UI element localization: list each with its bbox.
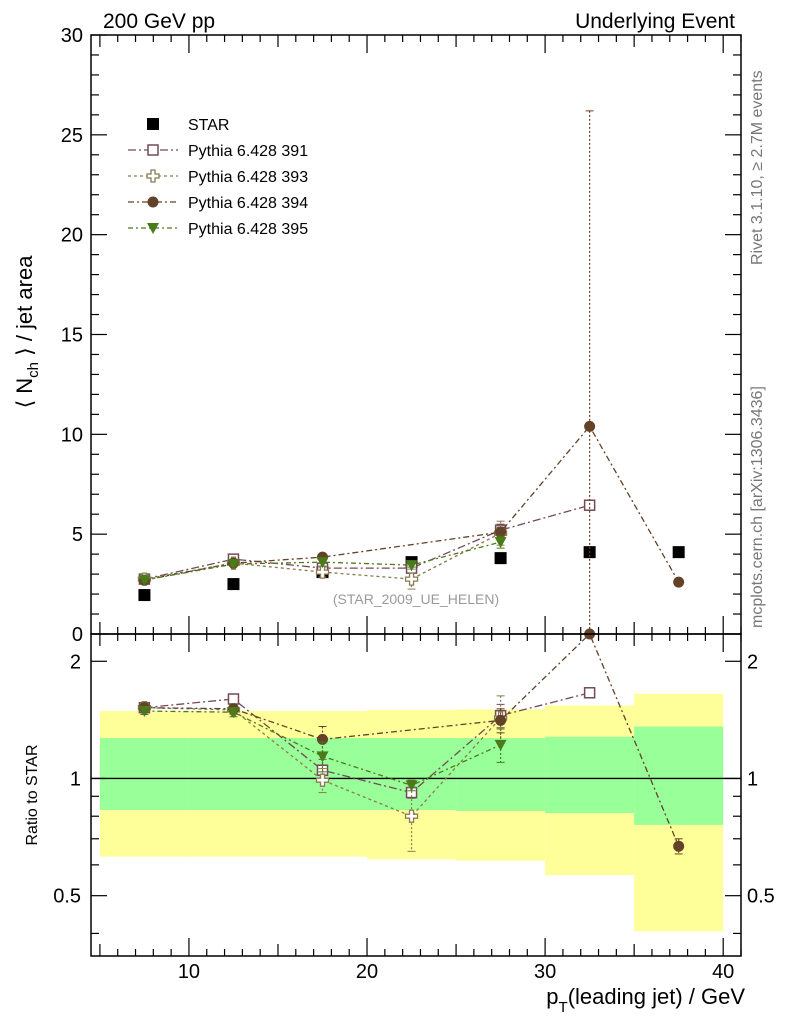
x-tick-label: 30 xyxy=(534,961,556,983)
ratio-ytick-label-left: 0.5 xyxy=(53,886,81,908)
legend: STAR Pythia 6.428 391 Pythia 6.428 393 Pyth… xyxy=(128,117,308,238)
main-y-axis-label: ⟨ Nch ⟩ / jet area xyxy=(12,255,42,409)
xlabel-head: p xyxy=(546,984,558,1009)
x-tick-label: 20 xyxy=(356,961,378,983)
legend-marker xyxy=(146,169,160,183)
header-left: 200 GeV pp xyxy=(103,10,215,33)
ratio-series-line xyxy=(144,707,502,817)
main-ylabel-head: ⟨ N xyxy=(12,378,37,409)
ratio-data-point xyxy=(227,693,240,705)
main-data-point xyxy=(495,526,507,538)
ratio-data-point xyxy=(227,707,240,719)
ratio-series-line xyxy=(144,692,590,794)
ratio-ytick-label-right: 0.5 xyxy=(747,886,775,908)
main-series-line xyxy=(144,504,590,580)
main-data-point xyxy=(227,578,240,591)
main-data-point xyxy=(673,576,685,588)
data-series xyxy=(137,110,685,855)
ratio-y-axis-label: Ratio to STAR xyxy=(24,744,41,845)
main-ytick-label: 10 xyxy=(61,424,83,446)
ratio-ytick-label-right: 1 xyxy=(747,768,758,790)
main-data-point xyxy=(584,420,596,432)
ratio-data-point xyxy=(405,780,418,792)
main-ytick-label: 20 xyxy=(61,225,83,247)
main-ytick-label: 25 xyxy=(61,125,83,147)
ratio-series-3 xyxy=(138,706,507,792)
xlabel-tail: (leading jet) / GeV xyxy=(568,984,746,1009)
main-data-point xyxy=(316,557,329,569)
legend-label: Pythia 6.428 395 xyxy=(188,221,308,238)
main-ytick-label: 15 xyxy=(61,325,83,347)
legend-label: Pythia 6.428 391 xyxy=(188,143,308,160)
main-series-3 xyxy=(138,110,685,635)
band-inner-6 xyxy=(634,726,724,825)
main-data-point xyxy=(138,575,151,587)
x-tick-label: 40 xyxy=(712,961,734,983)
ratio-series-line xyxy=(144,632,680,847)
main-data-point xyxy=(227,559,240,571)
main-ylabel-sub: ch xyxy=(25,362,42,378)
x-tick-label: 10 xyxy=(178,961,200,983)
legend-marker xyxy=(147,196,159,208)
band-inner-5 xyxy=(545,736,635,814)
axes-ticks: 0 5 10 15 20 25 30 0.5 0.5 1 1 2 2 10 20 30 40 xyxy=(53,25,775,983)
band-inner-1 xyxy=(188,738,278,810)
side-label-mcplots: mcplots.cern.ch [arXiv:1306.3436] xyxy=(749,386,766,628)
main-data-point xyxy=(138,589,151,602)
main-series-4 xyxy=(138,535,507,587)
legend-label: STAR xyxy=(188,117,229,134)
legend-marker xyxy=(147,223,159,234)
ratio-data-point xyxy=(583,687,596,699)
ratio-data-point xyxy=(315,773,330,787)
main-data-point xyxy=(404,572,419,586)
band-inner-0 xyxy=(99,738,189,810)
legend-label: Pythia 6.428 393 xyxy=(188,169,308,186)
ratio-data-point xyxy=(495,714,507,726)
xlabel-sub: T xyxy=(559,999,568,1016)
legend-label: Pythia 6.428 394 xyxy=(188,195,308,212)
main-data-point xyxy=(494,537,507,549)
main-data-point xyxy=(672,546,685,559)
main-ytick-label: 0 xyxy=(72,624,83,646)
header-right: Underlying Event xyxy=(575,10,735,33)
main-ylabel-tail: ⟩ / jet area xyxy=(12,255,37,362)
legend-marker xyxy=(147,144,159,156)
main-series-1 xyxy=(138,499,596,585)
main-series-line xyxy=(144,541,501,581)
ratio-data-point xyxy=(316,751,329,763)
main-series-line xyxy=(144,425,680,583)
ratio-data-point xyxy=(138,706,151,718)
side-label-rivet: Rivet 3.1.10, ≥ 2.7M events xyxy=(749,70,766,265)
ratio-data-point xyxy=(673,840,685,852)
legend-marker xyxy=(147,118,159,130)
main-ytick-label: 30 xyxy=(61,25,83,47)
ratio-data-point xyxy=(404,809,419,823)
main-data-point xyxy=(315,565,330,579)
ratio-panel-frame xyxy=(90,633,742,957)
main-ytick-label: 5 xyxy=(72,524,83,546)
ratio-ytick-label-left: 2 xyxy=(70,651,81,673)
ratio-bands xyxy=(91,693,741,932)
main-data-point xyxy=(494,552,507,565)
ratio-data-point xyxy=(494,739,507,751)
watermark: (STAR_2009_UE_HELEN) xyxy=(333,591,499,607)
ratio-ytick-label-right: 2 xyxy=(747,651,758,673)
ratio-ytick-label-left: 1 xyxy=(70,768,81,790)
x-axis-label: pT(leading jet) / GeV xyxy=(546,984,745,1016)
main-data-point xyxy=(405,560,418,572)
ratio-series-line xyxy=(144,710,501,787)
